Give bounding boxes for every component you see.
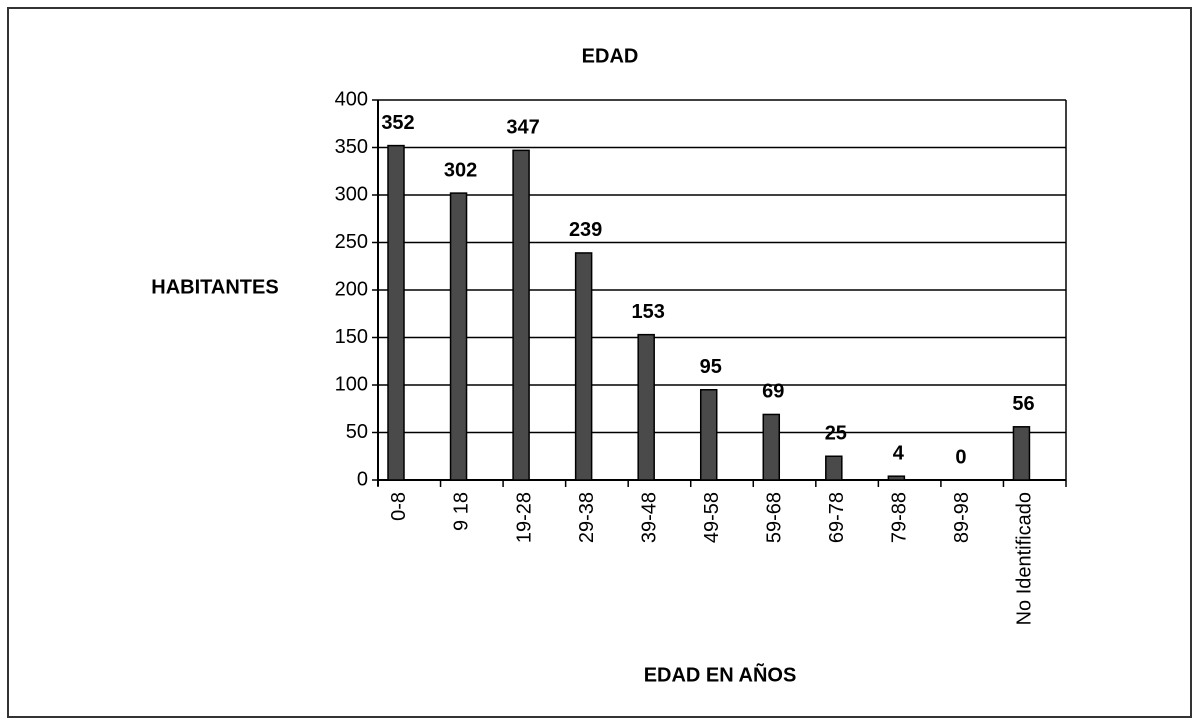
value-label: 302 — [444, 159, 477, 181]
bar — [449, 192, 468, 481]
bar — [1012, 426, 1031, 481]
bar — [699, 389, 718, 481]
y-tick-label: 300 — [335, 183, 368, 205]
x-axis-label: EDAD EN AÑOS — [644, 663, 797, 686]
value-label: 0 — [955, 446, 966, 468]
value-label: 4 — [893, 442, 905, 464]
value-label: 352 — [381, 112, 414, 134]
frame — [7, 7, 1192, 718]
y-axis-label: HABITANTES — [151, 276, 278, 298]
x-tick-label: 9 18 — [451, 492, 473, 531]
y-tick-label: 350 — [335, 136, 368, 158]
bar — [512, 149, 530, 481]
y-tick-label: 50 — [346, 421, 368, 443]
x-tick-label: 49-58 — [701, 492, 723, 543]
x-tick-label: 89-98 — [951, 492, 973, 543]
bar — [574, 252, 593, 481]
value-label: 347 — [506, 117, 539, 139]
value-label: 239 — [569, 219, 602, 241]
bar — [637, 333, 655, 481]
y-tick-label: 250 — [335, 231, 368, 253]
chart-title: EDAD — [582, 45, 639, 67]
x-tick-label: 79-88 — [889, 492, 911, 543]
y-tick-label: 200 — [335, 278, 368, 300]
x-tick-label: 59-68 — [763, 492, 785, 543]
bar — [762, 413, 781, 481]
bar — [825, 455, 843, 481]
x-tick-label: 0-8 — [388, 492, 410, 521]
value-label: 95 — [700, 356, 722, 378]
x-tick-label: 19-28 — [513, 492, 535, 543]
value-label: 25 — [825, 423, 847, 445]
bar — [887, 475, 906, 481]
bar — [387, 144, 405, 481]
value-label: 153 — [631, 301, 664, 323]
x-tick-label: 29-38 — [576, 492, 598, 543]
x-tick-label: 69-78 — [826, 492, 848, 543]
y-tick-label: 0 — [357, 468, 368, 490]
value-label: 56 — [1012, 393, 1034, 415]
value-label: 69 — [762, 381, 784, 403]
x-tick-label: 39-48 — [638, 492, 660, 543]
x-tick-label: No Identificado — [1014, 492, 1036, 625]
y-tick-label: 100 — [335, 373, 368, 395]
y-tick-label: 150 — [335, 326, 368, 348]
y-tick-label: 400 — [335, 88, 368, 110]
